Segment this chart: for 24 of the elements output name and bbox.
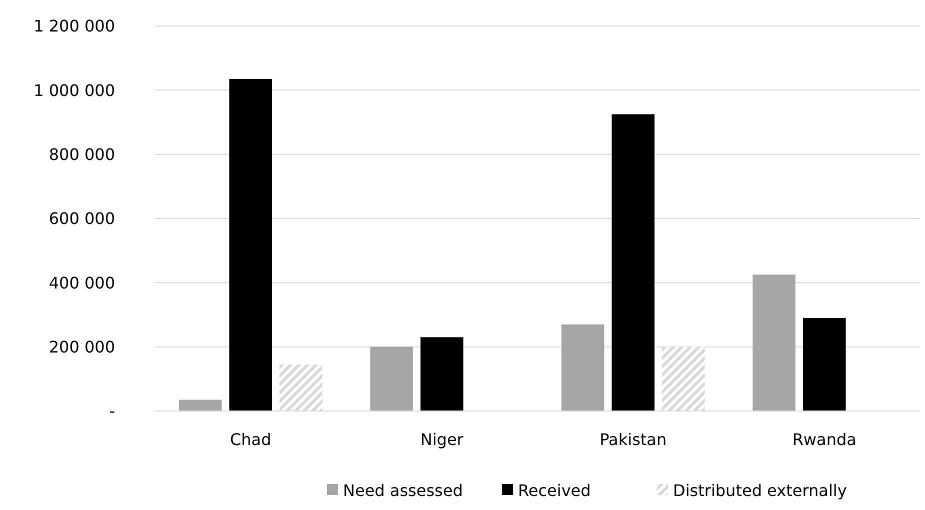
bar [229, 78, 272, 411]
bar [420, 337, 464, 411]
y-tick-label: 1 000 000 [34, 80, 115, 100]
x-tick-label: Rwanda [792, 430, 856, 449]
x-tick-label: Pakistan [600, 430, 667, 449]
y-tick-label: - [109, 402, 115, 421]
x-tick-label: Niger [420, 430, 464, 449]
y-tick-label: 1 200 000 [34, 16, 115, 36]
y-tick-label: 800 000 [48, 144, 115, 164]
bar [802, 318, 846, 411]
bar [662, 346, 705, 411]
legend-label: Need assessed [343, 481, 463, 500]
x-tick-label: Chad [230, 430, 272, 449]
bar [178, 400, 222, 411]
bar [280, 364, 322, 411]
y-tick-label: 400 000 [48, 273, 115, 292]
legend-label: Distributed externally [673, 481, 847, 500]
bar [370, 346, 413, 411]
bar [752, 274, 796, 411]
y-tick-label: 200 000 [48, 337, 115, 356]
y-tick-label: 600 000 [48, 209, 115, 228]
bar [561, 324, 604, 411]
legend-label: Received [518, 481, 591, 500]
bar [612, 114, 655, 411]
